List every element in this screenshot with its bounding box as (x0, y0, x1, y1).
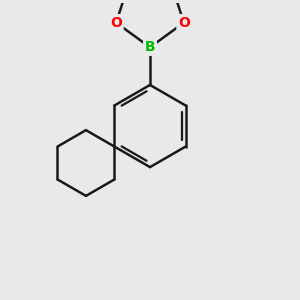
Text: O: O (178, 16, 190, 30)
Text: B: B (145, 40, 155, 54)
Text: O: O (110, 16, 122, 30)
